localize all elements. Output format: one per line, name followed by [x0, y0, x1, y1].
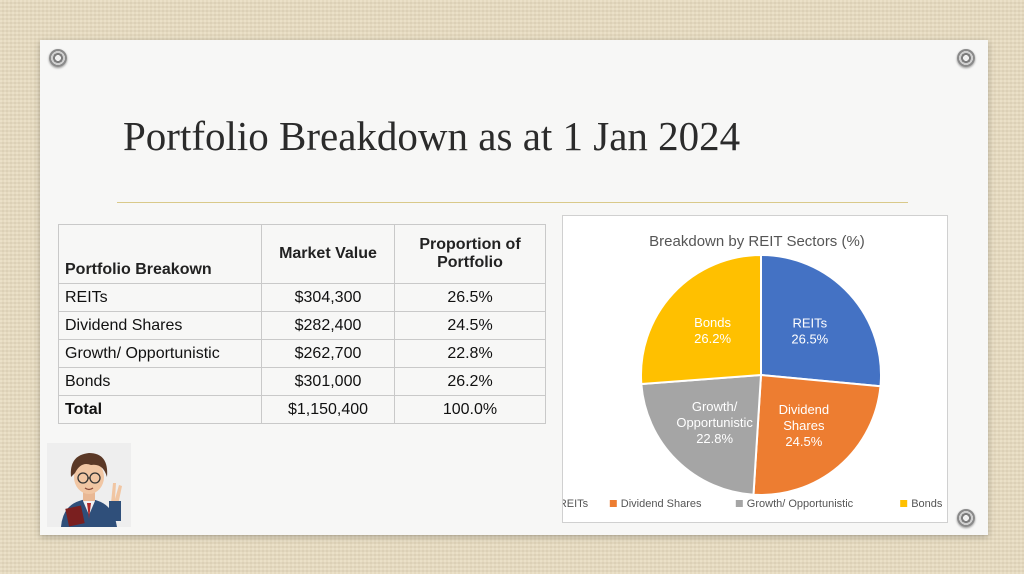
chart-title: Breakdown by REIT Sectors (%) — [649, 233, 865, 250]
portfolio-table: Portfolio Breakown Market Value Proporti… — [58, 224, 546, 424]
market-value-cell: $282,400 — [261, 311, 395, 340]
market-value-cell: $262,700 — [261, 339, 395, 368]
total-proportion-cell: 100.0% — [394, 395, 546, 424]
table-total-row: Total $1,150,400 100.0% — [58, 395, 546, 424]
proportion-cell: 22.8% — [394, 339, 546, 368]
legend-swatch — [735, 500, 743, 507]
pie-slice-label: Bonds 26.2% — [694, 315, 731, 346]
pushpin-icon — [957, 49, 975, 67]
row-label: Bonds — [58, 367, 262, 396]
legend-label: REITs — [563, 498, 589, 510]
proportion-cell: 24.5% — [394, 311, 546, 340]
table-row: Dividend Shares $282,400 24.5% — [58, 311, 546, 340]
table-header-row: Portfolio Breakown Market Value Proporti… — [58, 224, 546, 284]
pie-slice-2 — [640, 373, 763, 496]
title-divider — [117, 202, 908, 203]
pushpin-icon — [49, 49, 67, 67]
column-header: Proportion of Portfolio — [394, 224, 546, 284]
total-value-cell: $1,150,400 — [261, 395, 395, 424]
pie-slice-1 — [752, 373, 882, 496]
pie-slice-0 — [760, 253, 882, 388]
pie-chart-svg: Breakdown by REIT Sectors (%) REITs 26.5%… — [563, 233, 943, 510]
row-label: Dividend Shares — [58, 311, 262, 340]
table-row: REITs $304,300 26.5% — [58, 283, 546, 312]
proportion-cell: 26.5% — [394, 283, 546, 312]
table-row: Bonds $301,000 26.2% — [58, 367, 546, 396]
market-value-cell: $301,000 — [261, 367, 395, 396]
column-header: Portfolio Breakown — [58, 224, 262, 284]
table-row: Growth/ Opportunistic $262,700 22.8% — [58, 339, 546, 368]
pushpin-icon — [957, 509, 975, 527]
pie-slice-3 — [640, 253, 762, 386]
row-label: REITs — [58, 283, 262, 312]
total-label: Total — [58, 395, 262, 424]
legend-label: Growth/ Opportunistic — [747, 498, 854, 510]
legend-label: Dividend Shares — [621, 498, 702, 510]
cartoon-avatar-image — [47, 443, 131, 527]
row-label: Growth/ Opportunistic — [58, 339, 262, 368]
legend-swatch — [900, 500, 908, 507]
column-header: Market Value — [261, 224, 395, 284]
market-value-cell: $304,300 — [261, 283, 395, 312]
legend-swatch — [609, 500, 617, 507]
pie-slice-label: Growth/Opportunistic 22.8% — [676, 399, 753, 446]
pie-slice-label: REITs 26.5% — [791, 316, 828, 347]
pie-slice-label: Dividend Shares 24.5% — [779, 402, 830, 449]
slide: Portfolio Breakdown as at 1 Jan 2024 Por… — [40, 40, 988, 535]
proportion-cell: 26.2% — [394, 367, 546, 396]
pie-chart: Breakdown by REIT Sectors (%) REITs 26.5%… — [562, 215, 948, 523]
slide-title: Portfolio Breakdown as at 1 Jan 2024 — [123, 113, 741, 159]
legend-label: Bonds — [911, 498, 943, 510]
